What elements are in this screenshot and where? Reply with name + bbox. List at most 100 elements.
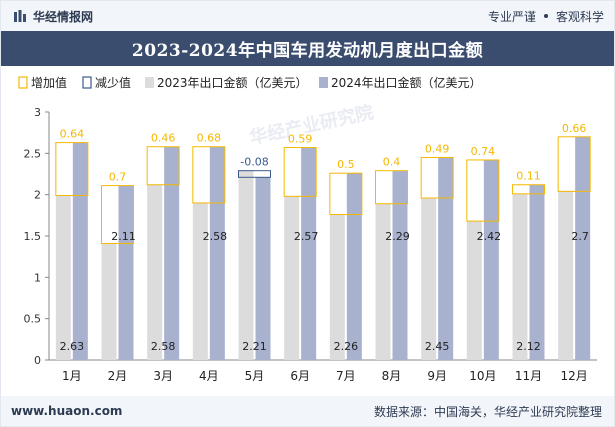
legend-increase-swatch bbox=[18, 76, 28, 89]
bar-2023 bbox=[101, 243, 117, 360]
bar-2024 bbox=[392, 170, 408, 360]
legend-increase-label: 增加值 bbox=[31, 75, 67, 90]
bar-2024 bbox=[575, 136, 591, 360]
legend-2024-label: 2024年出口金额（亿美元） bbox=[331, 75, 482, 90]
bar-2024 bbox=[529, 184, 545, 360]
bar-2023 bbox=[329, 214, 345, 360]
bar-2023 bbox=[55, 195, 71, 360]
change-bracket bbox=[557, 136, 591, 192]
change-bracket bbox=[512, 184, 545, 195]
change-label: 0.49 bbox=[425, 142, 450, 155]
change-label: 0.11 bbox=[516, 170, 541, 183]
value-label: 2.11 bbox=[111, 230, 136, 243]
value-label: 2.63 bbox=[60, 340, 85, 353]
x-tick-label: 8月 bbox=[382, 369, 402, 383]
value-label: 2.58 bbox=[151, 340, 176, 353]
change-bracket bbox=[192, 146, 226, 204]
footer-source: 数据来源：中国海关，华经产业研究院整理 bbox=[373, 404, 602, 419]
header-links: 专业严谨 客观科学 bbox=[488, 8, 614, 25]
legend-decrease-swatch bbox=[82, 76, 92, 89]
bar-2023 bbox=[421, 197, 437, 360]
change-label: 0.5 bbox=[337, 158, 355, 171]
chart-title: 2023-2024年中国车用发动机月度出口金额 bbox=[131, 41, 484, 61]
change-label: 0.46 bbox=[151, 132, 176, 145]
value-label: 2.45 bbox=[425, 340, 450, 353]
legend-2024-swatch bbox=[319, 77, 328, 88]
link-quality: 专业严谨 bbox=[487, 9, 536, 24]
bar-2023 bbox=[192, 202, 208, 360]
bar-2023 bbox=[284, 196, 300, 360]
x-tick-label: 3月 bbox=[153, 369, 173, 383]
footer-site: www.huaon.com bbox=[11, 404, 123, 418]
value-label: 2.12 bbox=[516, 340, 541, 353]
value-label: 2.58 bbox=[203, 230, 228, 243]
top-bar: 华经情报网 专业严谨 客观科学 bbox=[1, 1, 614, 31]
value-label: 2.21 bbox=[242, 340, 267, 353]
x-tick-label: 6月 bbox=[290, 369, 310, 383]
x-tick-label: 9月 bbox=[427, 369, 447, 383]
plot-area: 华经产业研究院 增加值 减少值 2023年出口金额（亿美元） 2024年出口金额（亿美元… bbox=[1, 66, 614, 396]
x-tick-label: 11月 bbox=[515, 369, 542, 383]
change-bracket bbox=[146, 146, 180, 186]
legend-2023-swatch bbox=[145, 77, 154, 88]
change-label: 0.59 bbox=[288, 133, 313, 146]
x-tick-label: 4月 bbox=[199, 369, 219, 383]
value-label: 2.57 bbox=[294, 230, 319, 243]
change-label: 0.4 bbox=[383, 156, 401, 169]
bar-2023 bbox=[147, 184, 163, 360]
y-tick-label: 0 bbox=[34, 354, 41, 367]
bar-2024 bbox=[118, 185, 134, 360]
bar-2024 bbox=[209, 146, 225, 360]
change-label: 0.64 bbox=[60, 128, 85, 141]
value-label: 2.7 bbox=[571, 230, 589, 243]
x-tick-label: 2月 bbox=[108, 369, 128, 383]
bar-2024 bbox=[164, 146, 180, 360]
change-bracket bbox=[283, 147, 317, 197]
brand-logo-icon bbox=[14, 10, 26, 22]
change-label: -0.08 bbox=[240, 156, 268, 169]
x-tick-label: 12月 bbox=[561, 369, 588, 383]
change-bracket bbox=[375, 170, 408, 205]
y-tick-label: 1 bbox=[34, 271, 41, 284]
brand-name: 华经情报网 bbox=[33, 9, 94, 24]
brand: 华经情报网 bbox=[1, 8, 93, 25]
bar-2024 bbox=[72, 142, 88, 360]
change-bracket bbox=[55, 142, 89, 196]
separator-dot-icon bbox=[543, 14, 548, 18]
change-label: 0.74 bbox=[471, 145, 496, 158]
change-bracket bbox=[420, 156, 454, 199]
change-bracket bbox=[329, 172, 363, 216]
bar-2023 bbox=[466, 221, 482, 360]
bar-2023 bbox=[375, 203, 391, 360]
bar-2023 bbox=[558, 191, 574, 360]
legend-decrease-label: 减少值 bbox=[95, 75, 131, 90]
y-tick-label: 1.5 bbox=[24, 230, 42, 243]
change-label: 0.66 bbox=[562, 122, 587, 135]
footer-bar: www.huaon.com 数据来源：中国海关，华经产业研究院整理 bbox=[1, 396, 614, 426]
value-label: 2.29 bbox=[385, 230, 410, 243]
change-label: 0.7 bbox=[109, 171, 127, 184]
x-tick-label: 1月 bbox=[62, 369, 82, 383]
bar-2024 bbox=[438, 157, 454, 360]
bar-2024 bbox=[483, 159, 499, 360]
bar-2023 bbox=[238, 170, 254, 360]
x-tick-label: 5月 bbox=[245, 369, 265, 383]
bar-2024 bbox=[301, 147, 317, 360]
change-bracket bbox=[101, 185, 134, 244]
y-tick-label: 3 bbox=[34, 106, 41, 119]
y-tick-label: 0.5 bbox=[24, 313, 42, 326]
x-tick-label: 10月 bbox=[469, 369, 496, 383]
value-label: 2.26 bbox=[334, 340, 359, 353]
bar-2024 bbox=[255, 177, 271, 360]
y-tick-label: 2.5 bbox=[24, 147, 42, 160]
value-label: 2.42 bbox=[477, 230, 502, 243]
legend-2023-label: 2023年出口金额（亿美元） bbox=[157, 75, 308, 90]
change-label: 0.68 bbox=[197, 132, 222, 145]
change-bracket bbox=[238, 170, 271, 178]
change-bracket bbox=[466, 159, 500, 222]
link-science: 客观科学 bbox=[555, 9, 604, 24]
chart-title-bar: 2023-2024年中国车用发动机月度出口金额 bbox=[1, 31, 614, 66]
x-tick-label: 7月 bbox=[336, 369, 356, 383]
